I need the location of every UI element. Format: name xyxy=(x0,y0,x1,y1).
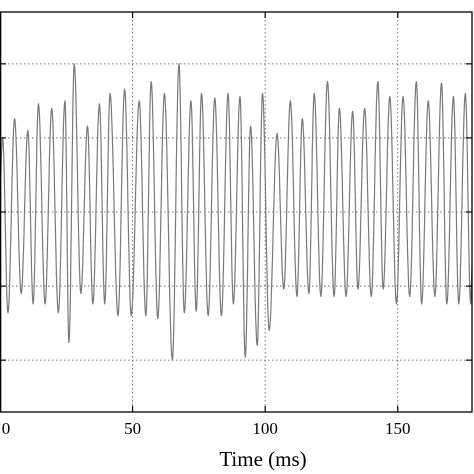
plot-area xyxy=(0,63,473,361)
x-axis-title: Time (ms) xyxy=(219,447,306,471)
x-tick-label-0: 0 xyxy=(2,419,11,438)
x-tick-label-2: 100 xyxy=(252,419,278,438)
x-tick-label-1: 50 xyxy=(124,419,141,438)
signal-series-line xyxy=(0,63,473,361)
axis-ticks xyxy=(0,12,472,412)
x-tick-labels: 0 50 100 150 xyxy=(2,419,411,438)
x-tick-label-3: 150 xyxy=(385,419,411,438)
